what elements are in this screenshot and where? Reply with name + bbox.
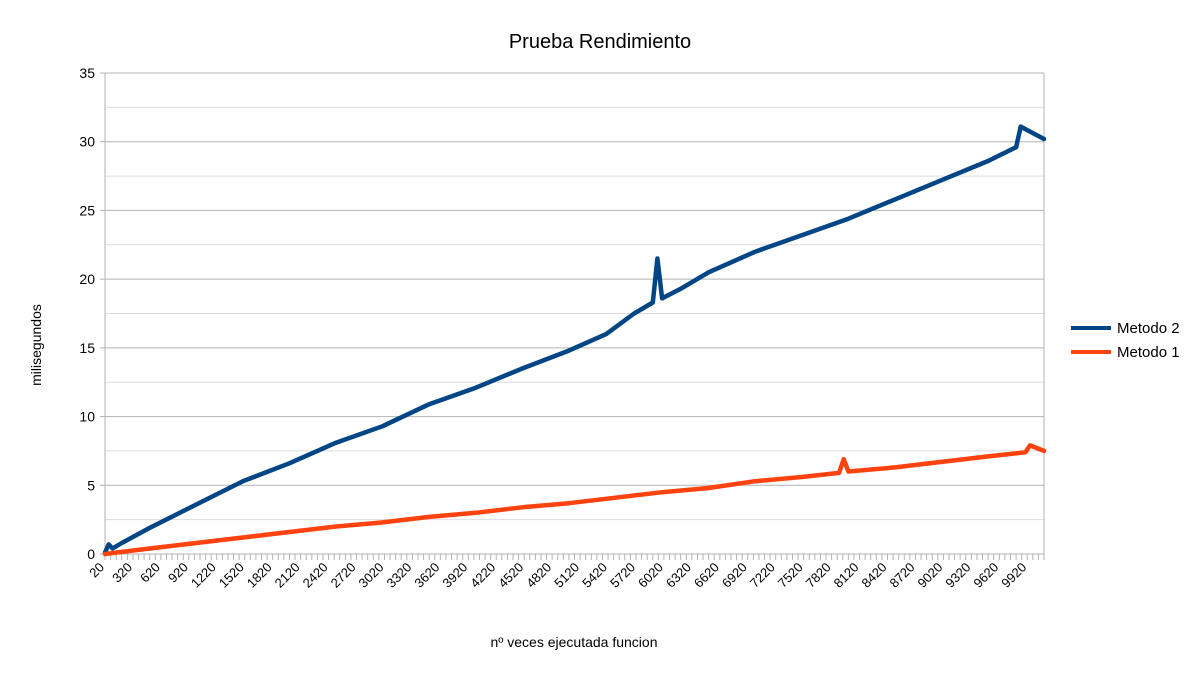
x-tick-label: 5420 [579,560,610,591]
x-tick-label: 8420 [859,560,890,591]
x-tick-label: 1520 [216,560,247,591]
x-tick-label: 8720 [887,560,918,591]
y-tick-label: 30 [79,134,95,150]
y-tick-label: 35 [79,65,95,81]
x-tick-label: 3920 [439,560,470,591]
x-tick-label: 2420 [300,560,331,591]
x-tick-label: 7820 [803,560,834,591]
x-tick-label: 7520 [775,560,806,591]
x-tick-label: 620 [137,560,163,586]
legend-label: Metodo 2 [1117,320,1180,337]
x-tick-label: 2120 [272,560,303,591]
x-tick-label: 6620 [691,560,722,591]
x-tick-label: 3620 [411,560,442,591]
x-tick-label: 3320 [383,560,414,591]
x-tick-label: 1220 [188,560,219,591]
x-tick-label: 4820 [523,560,554,591]
x-tick-label: 9620 [970,560,1001,591]
y-tick-label: 0 [87,546,95,562]
chart-title: Prueba Rendimiento [509,31,691,53]
y-tick-label: 10 [79,409,95,425]
x-tick-label: 9020 [914,560,945,591]
y-tick-label: 20 [79,271,95,287]
x-tick-label: 7220 [747,560,778,591]
legend-label: Metodo 1 [1117,344,1180,361]
x-tick-label: 5120 [551,560,582,591]
x-tick-label: 4220 [467,560,498,591]
series-line-1 [102,124,1047,555]
series-lines [102,124,1047,557]
x-tick-label: 3020 [356,560,387,591]
x-tick-label: 8120 [831,560,862,591]
x-tick-label: 9920 [998,560,1029,591]
x-tick-label: 6320 [663,560,694,591]
y-axis-label: milisegundos [28,304,44,386]
x-tick-label: 4520 [495,560,526,591]
y-tick-label: 5 [87,477,95,493]
x-tick-label: 6020 [635,560,666,591]
x-tick-label: 9320 [942,560,973,591]
x-tick-label: 1820 [244,560,275,591]
y-tick-label: 25 [79,202,95,218]
y-tick-label: 15 [79,340,95,356]
series-line-2 [102,443,1047,557]
grid [105,72,1044,555]
x-tick-label: 6920 [719,560,750,591]
x-tick-label: 920 [165,560,191,586]
x-tick-label: 320 [109,560,135,586]
x-axis-label: nº veces ejecutada funcion [490,634,657,650]
legend: Metodo 2 Metodo 1 [1071,320,1180,361]
x-tick-label: 20 [86,560,107,581]
x-tick-label: 2720 [328,560,359,591]
x-tick-label: 5720 [607,560,638,591]
